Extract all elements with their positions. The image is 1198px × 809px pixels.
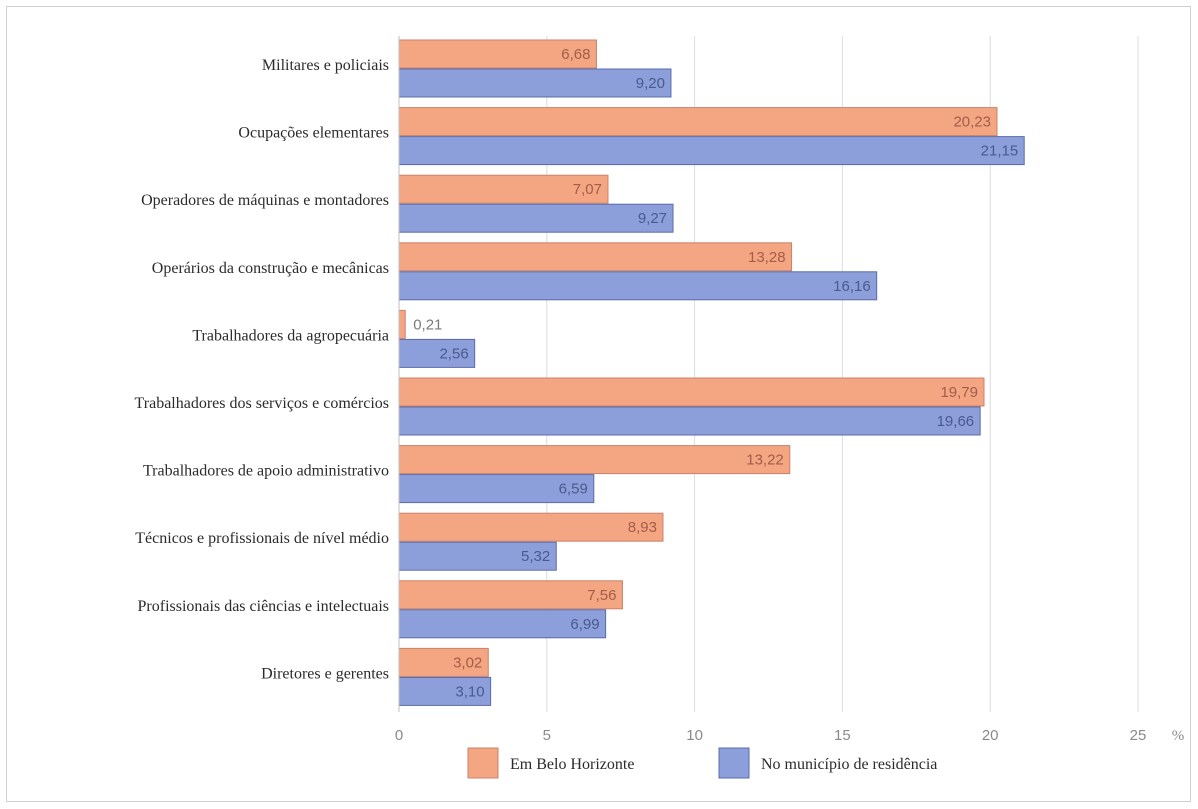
legend-swatch	[467, 747, 499, 779]
legend-label: No município de residência	[761, 756, 937, 773]
category-label: Trabalhadores dos serviços e comércios	[135, 395, 389, 412]
bar-municipio-residencia	[398, 136, 1025, 166]
x-tick-label: 20	[982, 727, 999, 744]
data-label: 7,07	[573, 181, 602, 198]
x-unit-label: %	[1172, 728, 1185, 744]
x-tick-label: 10	[686, 727, 703, 744]
bar-municipio-residencia	[398, 406, 981, 436]
category-label: Operários da construção e mecânicas	[152, 260, 389, 277]
data-label: 2,56	[439, 345, 468, 362]
bars-layer	[398, 39, 1025, 706]
category-label: Técnicos e profissionais de nível médio	[135, 530, 389, 547]
data-label: 0,21	[413, 316, 442, 333]
bar-municipio-residencia	[398, 541, 557, 571]
category-label: Ocupações elementares	[238, 125, 389, 142]
bar-belo-horizonte	[398, 107, 998, 137]
category-label: Trabalhadores da agropecuária	[192, 327, 389, 344]
bar-municipio-residencia	[398, 68, 672, 98]
bar-belo-horizonte	[398, 647, 489, 677]
data-label: 8,93	[628, 519, 657, 536]
legend-label: Em Belo Horizonte	[510, 756, 634, 773]
bar-municipio-residencia	[398, 271, 878, 301]
x-tick-label: 25	[1130, 727, 1147, 744]
category-label: Diretores e gerentes	[261, 665, 389, 682]
bar-belo-horizonte	[398, 174, 609, 204]
labels-layer: Militares e policiais 6,68 9,20 Ocupações e…	[135, 46, 1019, 700]
data-label: 13,22	[746, 452, 784, 469]
axis-layer: 0 5 10 15 20 25%	[395, 36, 1184, 744]
data-label: 19,79	[940, 384, 978, 401]
category-label: Operadores de máquinas e montadores	[141, 192, 389, 209]
bar-belo-horizonte	[398, 445, 791, 475]
data-label: 20,23	[953, 114, 991, 131]
category-label: Profissionais das ciências e intelectuai…	[138, 598, 389, 615]
bar-municipio-residencia	[398, 338, 476, 368]
x-tick-label: 0	[395, 727, 403, 744]
bar-municipio-residencia	[398, 203, 674, 233]
category-label: Militares e policiais	[262, 57, 389, 74]
data-label: 6,68	[561, 46, 590, 63]
data-label: 21,15	[981, 143, 1019, 160]
data-label: 19,66	[937, 413, 975, 430]
bar-belo-horizonte	[398, 309, 406, 339]
bar-belo-horizonte	[398, 580, 623, 610]
data-label: 6,59	[559, 481, 588, 498]
category-label: Trabalhadores de apoio administrativo	[143, 463, 389, 480]
data-label: 9,20	[636, 75, 665, 92]
data-label: 6,99	[570, 616, 599, 633]
x-tick-label: 15	[834, 727, 851, 744]
legend-swatch	[718, 747, 750, 779]
bar-belo-horizonte	[398, 377, 985, 407]
data-label: 16,16	[833, 278, 871, 295]
bar-belo-horizonte	[398, 242, 793, 272]
x-tick-label: 5	[543, 727, 551, 744]
legend: Em Belo Horizonte No município de residên…	[467, 747, 937, 779]
data-label: 3,10	[455, 683, 484, 700]
bar-belo-horizonte	[398, 512, 664, 542]
bar-municipio-residencia	[398, 676, 492, 706]
data-label: 5,32	[521, 548, 550, 565]
data-label: 3,02	[453, 654, 482, 671]
bar-municipio-residencia	[398, 609, 607, 639]
data-label: 13,28	[748, 249, 786, 266]
data-label: 9,27	[638, 210, 667, 227]
data-label: 7,56	[587, 587, 616, 604]
bar-municipio-residencia	[398, 474, 595, 504]
